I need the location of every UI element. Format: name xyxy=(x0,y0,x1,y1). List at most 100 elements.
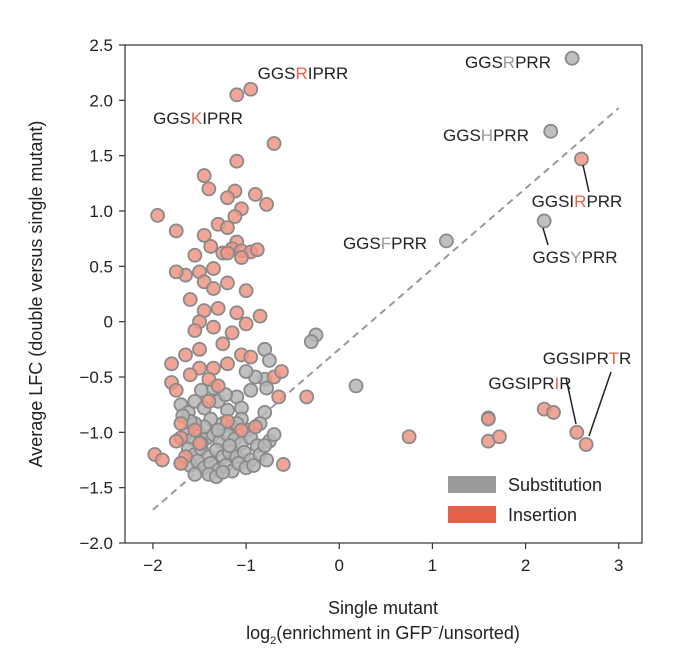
substitution-point xyxy=(210,422,226,438)
substitution-point xyxy=(215,464,231,480)
insertion-point xyxy=(206,281,221,296)
y-tick-label: 2.0 xyxy=(89,91,113,110)
annotation-label: GGSYPRR xyxy=(532,248,617,267)
legend-label-insertion: Insertion xyxy=(508,505,577,525)
insertion-point xyxy=(252,308,268,324)
legend-swatch-insertion xyxy=(448,506,496,523)
insertion-point xyxy=(234,422,249,438)
annotation-prefix: GGSI xyxy=(532,192,575,211)
substitution-point xyxy=(438,233,454,249)
x-tick-label: 3 xyxy=(614,556,623,575)
insertion-point xyxy=(243,349,259,365)
insertion-point xyxy=(224,325,240,341)
insertion-point xyxy=(187,422,203,438)
insertion-point xyxy=(187,247,203,263)
insertion-point xyxy=(569,424,585,440)
annotation-suffix: IPRR xyxy=(308,64,349,83)
annotation-suffix: PRR xyxy=(586,192,622,211)
annotation-suffix: IPRR xyxy=(202,109,243,128)
substitution-point xyxy=(543,123,559,139)
insertion-point xyxy=(203,239,219,254)
insertion-point xyxy=(492,429,507,445)
insertion-point xyxy=(196,168,212,183)
insertion-point xyxy=(168,264,184,280)
substitution-point xyxy=(259,380,274,396)
x-tick-label: −1 xyxy=(236,556,255,575)
insertion-point xyxy=(192,341,207,357)
insertion-point xyxy=(215,336,231,352)
y-axis-title: Average LFC (double versus single mutant… xyxy=(26,121,46,468)
insertion-point xyxy=(173,455,189,471)
substitution-point xyxy=(536,213,552,229)
insertion-point xyxy=(299,389,315,405)
annotation-prefix: GGS xyxy=(343,234,381,253)
annotation-suffix: PRR xyxy=(493,126,529,145)
substitution-point xyxy=(246,458,261,473)
annotation-mutation: H xyxy=(481,126,493,145)
insertion-point xyxy=(238,316,254,332)
y-tick-label: −0.5 xyxy=(79,368,113,387)
annotation-suffix: PRR xyxy=(391,234,427,253)
y-tick-label: −2.0 xyxy=(79,534,113,553)
insertion-point xyxy=(192,435,207,451)
series-insertion xyxy=(147,81,594,472)
insertion-point xyxy=(220,220,235,236)
insertion-point xyxy=(227,209,243,224)
insertion-point xyxy=(178,347,193,363)
insertion-point xyxy=(266,136,282,151)
annotation-label: GGSHPRR xyxy=(443,126,529,145)
x-tick-label: 1 xyxy=(428,556,437,575)
x-axis-unsorted: /unsorted) xyxy=(439,623,520,643)
annotation-suffix: R xyxy=(619,349,631,368)
insertion-point xyxy=(238,283,254,299)
annotation-label: GGSIPRIR xyxy=(488,374,571,393)
annotation-suffix: PRR xyxy=(515,53,551,72)
insertion-point xyxy=(229,305,245,321)
annotation-mutation: R xyxy=(574,192,586,211)
annotation-prefix: GGS xyxy=(532,248,570,267)
insertion-point xyxy=(234,250,249,265)
annotation-connector xyxy=(565,377,577,425)
substitution-point xyxy=(238,364,254,379)
x-tick-label: −2 xyxy=(143,556,162,575)
annotation-mutation: K xyxy=(191,109,203,128)
substitution-point xyxy=(257,438,273,454)
annotation-prefix: GGS xyxy=(443,126,481,145)
annotation-mutation: T xyxy=(609,349,619,368)
insertion-point xyxy=(164,356,179,372)
insertion-point xyxy=(220,356,235,372)
insertion-point xyxy=(401,429,417,445)
insertion-point xyxy=(220,275,235,291)
annotation-connector xyxy=(588,371,612,437)
substitution-point xyxy=(261,352,277,368)
y-tick-label: 0 xyxy=(104,313,113,332)
annotation-prefix: GGS xyxy=(153,109,191,128)
legend-swatch-substitution xyxy=(448,476,496,493)
x-tick-label: 0 xyxy=(335,556,344,575)
insertion-point xyxy=(248,419,263,435)
y-tick-label: 2.5 xyxy=(89,36,113,55)
insertion-point xyxy=(271,389,287,405)
x-axis-log: log xyxy=(246,623,270,643)
annotation-mutation: I xyxy=(555,374,560,393)
insertion-point xyxy=(229,87,245,103)
insertion-point xyxy=(210,300,226,316)
insertion-point xyxy=(168,433,184,449)
substitution-point xyxy=(259,452,274,468)
insertion-point xyxy=(574,151,589,167)
annotation-label: GGSIPRTR xyxy=(543,349,632,368)
insertion-point xyxy=(182,367,198,383)
insertion-point xyxy=(150,208,166,223)
insertion-point xyxy=(206,319,221,335)
x-tick-label: 2 xyxy=(521,556,530,575)
insertion-point xyxy=(201,181,217,197)
insertion-point xyxy=(249,242,265,258)
insertion-point xyxy=(220,190,235,206)
x-axis-log-base: 2 xyxy=(270,635,276,647)
insertion-point xyxy=(243,81,259,97)
y-tick-label: 1.0 xyxy=(89,202,113,221)
x-axis-title-line1: Single mutant xyxy=(328,598,438,618)
annotation-label: GGSRIPRR xyxy=(258,64,349,83)
annotation-label: GGSKIPRR xyxy=(153,109,243,128)
